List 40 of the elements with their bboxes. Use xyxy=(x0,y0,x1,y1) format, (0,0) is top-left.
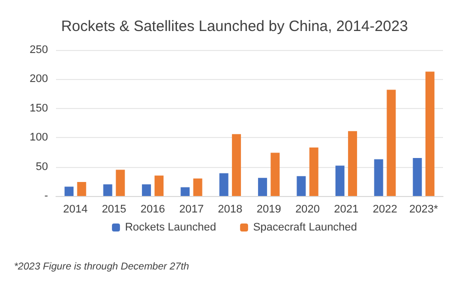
legend-label: Rockets Launched xyxy=(124,222,216,234)
bar xyxy=(77,182,86,196)
y-tick-label: 150 xyxy=(30,102,48,114)
x-tick-label: 2022 xyxy=(372,204,398,216)
bar xyxy=(309,148,318,196)
text: *2023 Figure is through December 27th xyxy=(14,262,190,272)
chart-title: Rockets & Satellites Launched by China, 2014-2023 xyxy=(61,18,408,35)
y-tick-label: 250 xyxy=(30,44,48,56)
bar xyxy=(154,176,164,196)
x-tick-label: 2014 xyxy=(63,204,88,216)
y-tick-label: 200 xyxy=(30,73,48,86)
y-tick-label: 50 xyxy=(36,160,48,173)
bar xyxy=(425,72,434,196)
x-tick-label: 2020 xyxy=(295,204,320,216)
x-tick-label: 2016 xyxy=(140,204,165,216)
x-tick-label: 2015 xyxy=(102,204,126,216)
bar xyxy=(348,131,358,196)
bar xyxy=(335,166,344,196)
bar xyxy=(412,158,422,196)
bar xyxy=(258,178,268,196)
bar xyxy=(270,152,280,196)
bar xyxy=(386,90,396,196)
bar xyxy=(374,159,384,196)
bar xyxy=(232,134,241,196)
bar xyxy=(142,184,151,196)
bar xyxy=(193,178,202,196)
bar xyxy=(180,187,190,196)
x-tick-label: 2021 xyxy=(334,204,358,216)
bar xyxy=(116,170,125,196)
y-tick-label: - xyxy=(44,190,48,202)
bar xyxy=(64,186,74,196)
bar xyxy=(219,173,228,196)
x-tick-label: 2017 xyxy=(179,204,204,216)
x-tick-label: 2018 xyxy=(218,204,242,216)
y-tick-label: 100 xyxy=(30,132,48,144)
bar xyxy=(296,176,306,196)
x-tick-label: 2019 xyxy=(256,204,282,216)
legend-label: Spacecraft Launched xyxy=(253,222,358,234)
x-tick-label: 2023* xyxy=(409,204,439,216)
bar xyxy=(103,184,112,196)
